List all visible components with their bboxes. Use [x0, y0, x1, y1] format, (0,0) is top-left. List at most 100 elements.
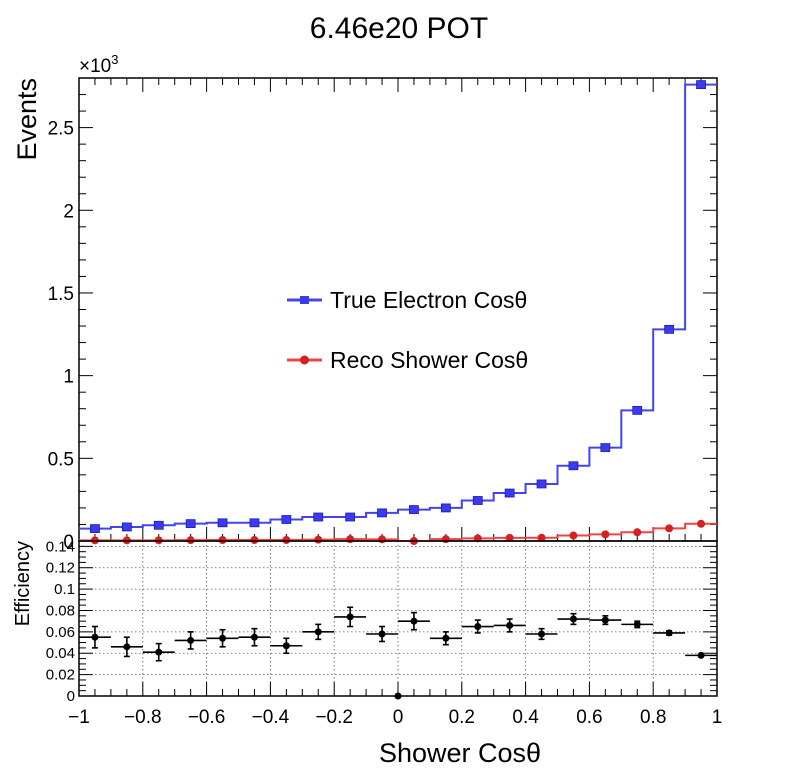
reco-shower-marker	[346, 535, 355, 544]
efficiency-y-tick-label: 0.1	[54, 581, 75, 598]
efficiency-point	[91, 633, 99, 641]
reco-shower-marker	[186, 536, 195, 545]
efficiency-y-tick-label: 0.06	[46, 624, 75, 641]
efficiency-point	[442, 634, 450, 642]
true-electron-marker	[345, 512, 356, 522]
reco-shower-marker	[314, 535, 323, 544]
reco-shower-marker	[537, 533, 546, 542]
efficiency-point	[538, 630, 546, 638]
efficiency-y-tick-label: 0.04	[46, 645, 75, 662]
efficiency-panel: 00.020.040.060.080.10.120.14 −1 −0.8 −0.6−…	[12, 538, 722, 768]
efficiency-y-tick-label: 0.02	[46, 667, 75, 684]
true-electron-legend-marker	[300, 296, 309, 304]
reco-shower-marker	[601, 530, 610, 539]
true-electron-marker	[217, 518, 228, 528]
events-y-tick-label: 0.5	[48, 449, 74, 470]
efficiency-y-tick-label: 0.14	[46, 538, 75, 555]
y-exponent-power: 3	[111, 52, 118, 67]
true-electron-marker	[504, 488, 515, 498]
true-electron-marker	[696, 80, 706, 90]
efficiency-point	[378, 630, 386, 638]
chart-title: 6.46e20 POT	[310, 12, 488, 45]
efficiency-grid	[78, 541, 718, 697]
events-y-tick-label: 2.5	[48, 119, 74, 140]
efficiency-point	[282, 642, 290, 650]
true-electron-marker	[281, 515, 292, 524]
events-y-tick-label: 0	[63, 532, 74, 553]
efficiency-x-axis: −1 −0.8 −0.6 −0.4 −0.2 0 0.2 0.4 0.6 0.8 1	[68, 682, 722, 728]
true-electron-marker	[440, 503, 451, 513]
efficiency-x-tick-label: 0	[393, 707, 404, 728]
true-electron-marker	[664, 324, 675, 334]
efficiency-x-tick-label: −0.4	[252, 707, 290, 728]
efficiency-point	[665, 629, 673, 637]
reco-shower-marker	[378, 535, 387, 544]
efficiency-point	[410, 617, 418, 625]
true-electron-marker	[409, 505, 419, 514]
efficiency-y-axis: 0 0.02 0.04 0.06 0.08 0.1 0.12 0.14	[46, 538, 717, 705]
reco-shower-marker	[441, 535, 450, 544]
events-series	[79, 80, 717, 545]
events-y-tick-label: 1.5	[48, 284, 74, 305]
true-electron-marker	[90, 524, 100, 533]
efficiency-x-tick-label: −0.6	[188, 707, 226, 728]
efficiency-point	[187, 636, 195, 644]
reco-shower-marker	[250, 536, 259, 545]
efficiency-x-tick-label: −1	[68, 707, 90, 728]
true-electron-legend-label: True Electron Cosθ	[330, 287, 527, 313]
efficiency-x-tick-label: 0.8	[640, 707, 666, 728]
true-electron-marker	[632, 405, 643, 415]
reco-shower-marker	[282, 536, 291, 545]
efficiency-y-axis-label: Efficiency	[12, 541, 34, 626]
legend: True Electron Cosθ Reco Shower Cosθ	[287, 287, 528, 373]
efficiency-points	[79, 606, 717, 700]
efficiency-point	[346, 613, 354, 621]
true-electron-marker	[377, 508, 387, 518]
x-axis-label: Shower Cosθ	[379, 738, 541, 768]
reco-shower-marker	[505, 533, 514, 542]
reco-shower-legend-label: Reco Shower Cosθ	[330, 347, 528, 373]
true-electron-marker	[536, 479, 547, 489]
y-exponent-base: ×10	[79, 56, 111, 77]
efficiency-x-tick-label: 0.4	[512, 707, 539, 728]
reco-shower-marker	[569, 531, 578, 540]
efficiency-x-tick-label: 0.6	[576, 707, 602, 728]
reco-shower-legend-marker	[300, 355, 309, 365]
efficiency-point	[569, 615, 577, 623]
events-y-tick-label: 1	[63, 367, 74, 388]
efficiency-point	[123, 643, 131, 651]
reco-shower-marker	[633, 528, 642, 537]
y-exponent-label: ×103	[79, 52, 118, 77]
reco-shower-marker	[697, 519, 706, 528]
true-electron-marker	[472, 496, 483, 505]
true-electron-marker	[568, 461, 579, 471]
efficiency-x-tick-label: 1	[712, 707, 723, 728]
efficiency-point	[474, 623, 482, 631]
events-y-tick-label: 2	[63, 201, 74, 222]
efficiency-point	[506, 621, 514, 629]
reco-shower-marker	[665, 524, 674, 533]
efficiency-point	[394, 692, 402, 700]
efficiency-point	[314, 628, 322, 636]
events-y-axis: 0 0.5 1 1.5 2 2.5	[48, 77, 717, 553]
true-electron-marker	[185, 519, 196, 529]
efficiency-point	[601, 616, 609, 624]
efficiency-y-tick-label: 0	[67, 688, 75, 705]
true-electron-marker	[249, 518, 260, 528]
reco-shower-marker	[218, 536, 227, 545]
reco-shower-histogram-line	[79, 522, 717, 542]
efficiency-point	[697, 651, 705, 659]
true-electron-marker	[600, 443, 611, 452]
true-electron-marker	[153, 520, 164, 530]
events-y-axis-label: Events	[12, 78, 42, 161]
efficiency-point	[155, 648, 163, 656]
efficiency-x-tick-label: −0.2	[315, 707, 353, 728]
efficiency-point	[219, 634, 227, 642]
efficiency-x-tick-label: −0.8	[124, 707, 162, 728]
events-panel: 0 0.5 1 1.5 2 2.5 ×103 Events True Electron C…	[12, 52, 718, 553]
true-electron-marker	[313, 512, 324, 522]
efficiency-point	[250, 633, 258, 641]
efficiency-x-tick-label: 0.2	[449, 707, 475, 728]
efficiency-point	[633, 620, 641, 628]
